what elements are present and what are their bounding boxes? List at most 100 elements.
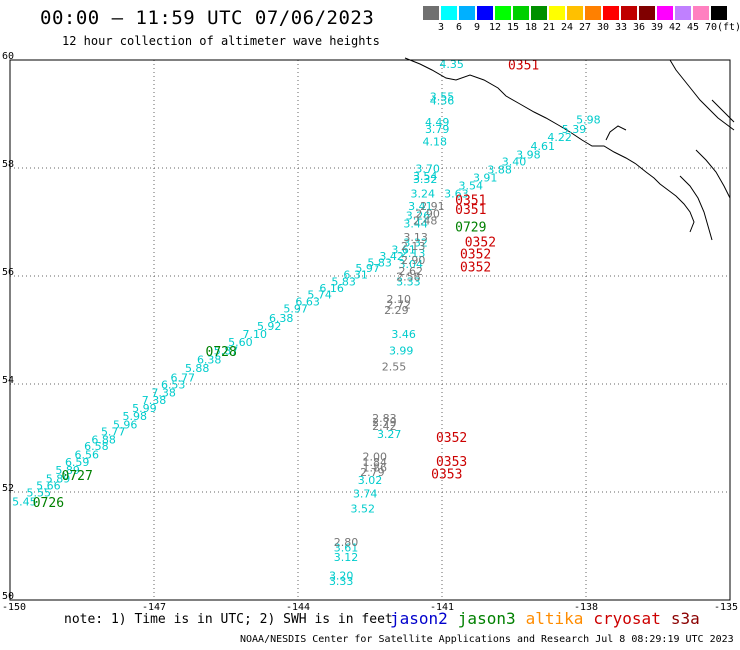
color-scale-label: 33 — [614, 22, 628, 33]
wave-height-label: 5.45 — [12, 496, 37, 509]
wave-height-label: 5.97 — [283, 303, 308, 316]
wave-height-label: 3.33 — [396, 276, 421, 289]
color-swatch — [603, 6, 619, 20]
color-scale-label: 12 — [488, 22, 502, 33]
wave-height-label: 3.52 — [351, 503, 376, 516]
color-swatch — [531, 6, 547, 20]
pass-time-label: 0352 — [436, 431, 467, 446]
lon-tick-label: -147 — [142, 602, 166, 613]
wave-height-label: 5.88 — [185, 362, 210, 375]
legend-item-altika: altika — [525, 609, 584, 628]
wave-height-label: 2.79 — [360, 466, 385, 479]
pass-time-label: 0352 — [460, 261, 491, 276]
pass-time-label: 0351 — [455, 194, 486, 209]
color-swatch — [693, 6, 709, 20]
pass-time-label: 0351 — [455, 203, 486, 218]
lat-tick-label: 50 — [2, 591, 14, 602]
pass-time-label: 0353 — [436, 455, 467, 470]
wave-height-label: 5.77 — [101, 425, 126, 438]
color-scale-label: 6 — [455, 22, 463, 33]
color-swatch — [441, 6, 457, 20]
wave-height-label: 3.02 — [358, 474, 383, 487]
lon-tick-label: -135 — [714, 602, 738, 613]
wave-height-label: 3.74 — [353, 487, 378, 500]
page-subtitle: 12 hour collection of altimeter wave hei… — [62, 34, 380, 48]
pass-time-label: 0352 — [465, 235, 496, 250]
color-scale-label: 30 — [596, 22, 610, 33]
wave-height-label: 3.32 — [413, 173, 438, 186]
footnote: note: 1) Time is in UTC; 2) SWH is in fe… — [64, 612, 393, 627]
color-scale-label: 15 — [506, 22, 520, 33]
wave-height-label: 3.04 — [399, 258, 424, 271]
wave-height-label: 5.89 — [55, 464, 80, 477]
wave-height-label: 4.18 — [423, 135, 448, 148]
wave-height-label: 7.10 — [243, 328, 268, 341]
pass-time-label: 0726 — [33, 496, 64, 511]
color-swatch — [513, 6, 529, 20]
page-title: 00:00 – 11:59 UTC 07/06/2023 — [40, 7, 375, 29]
wave-height-label: 6.31 — [343, 269, 368, 282]
wave-height-label: 3.91 — [473, 172, 498, 185]
color-swatch — [459, 6, 475, 20]
color-scale-label: 27 — [578, 22, 592, 33]
legend-item-s3a: s3a — [670, 609, 700, 628]
color-swatch — [639, 6, 655, 20]
wave-height-label: 3.61 — [334, 541, 359, 554]
color-scale-label: 18 — [524, 22, 538, 33]
lat-tick-label: 54 — [2, 375, 14, 386]
color-swatch — [657, 6, 673, 20]
legend-item-jason2: jason2 — [390, 609, 448, 628]
wave-height-label: 2.55 — [382, 361, 407, 374]
wave-height-label: 3.41 — [408, 200, 433, 213]
color-scale-label: 21 — [542, 22, 556, 33]
color-swatch — [567, 6, 583, 20]
wave-height-label: 5.97 — [355, 262, 380, 275]
wave-height-label: 6.56 — [75, 449, 100, 462]
wave-height-label: 3.24 — [411, 188, 436, 201]
wave-height-label: 3.79 — [425, 123, 450, 136]
wave-height-label: 3.63 — [444, 188, 469, 201]
color-scale-label: 24 — [560, 22, 574, 33]
wave-height-label: 2.13 — [401, 247, 426, 260]
wave-height-label: 6.63 — [295, 296, 320, 309]
wave-height-label: 5.39 — [562, 123, 587, 136]
color-scale-label: 3 — [437, 22, 445, 33]
wave-height-label: 2.42 — [372, 420, 397, 433]
wave-height-label: 2.83 — [372, 412, 397, 425]
wave-height-label: 3.27 — [377, 428, 402, 441]
wave-height-label: 3.12 — [334, 551, 359, 564]
wave-height-label: 5.96 — [113, 418, 138, 431]
wave-height-label: 6.59 — [65, 456, 90, 469]
wave-height-label: 5.83 — [331, 276, 356, 289]
alaska-coastline — [404, 57, 735, 241]
wave-height-label: 3.70 — [415, 162, 440, 175]
map-axis-labels: -150 -147 -144 -141 -138 -135 60 58 56 54 52 50 — [2, 51, 738, 613]
pass-time-label: 0729 — [455, 221, 486, 236]
pass-time-label: 0727 — [62, 469, 93, 484]
wave-height-label: 2.80 — [334, 536, 359, 549]
wave-height-label: 3.20 — [329, 569, 354, 582]
color-swatch — [549, 6, 565, 20]
pass-time-label: 0353 — [431, 468, 462, 483]
wave-height-label: 1.86 — [363, 461, 388, 474]
wave-height-label: 3.61 — [391, 243, 416, 256]
wave-height-label: 2.13 — [401, 240, 426, 253]
lon-tick-label: -138 — [574, 602, 598, 613]
lat-tick-label: 52 — [2, 483, 14, 494]
wave-height-label: 3.98 — [516, 148, 541, 161]
pass-time-label: 0352 — [460, 248, 491, 263]
color-scale-label: 42 — [668, 22, 682, 33]
wave-height-label: 6.77 — [171, 371, 196, 384]
pass-time-label: 0351 — [508, 59, 539, 74]
wave-height-label: 3.33 — [329, 575, 354, 588]
color-swatch — [675, 6, 691, 20]
wave-height-label: 7.38 — [151, 386, 176, 399]
wave-height-label: 5.98 — [123, 410, 148, 423]
color-swatch — [585, 6, 601, 20]
color-scale-label: 36 — [632, 22, 646, 33]
wave-height-label: 5.98 — [576, 114, 601, 127]
color-scale-label: 39 — [650, 22, 664, 33]
wave-height-label: 3.42 — [379, 250, 404, 263]
wave-height-label: 2.79 — [372, 416, 397, 429]
